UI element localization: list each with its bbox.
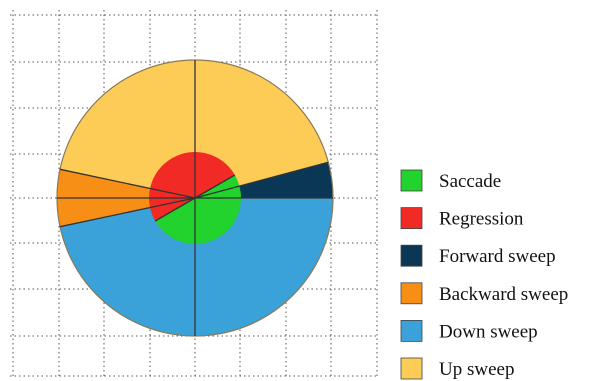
- legend-label-up-sweep: Up sweep: [439, 359, 514, 380]
- legend-swatch-up-sweep: [400, 357, 423, 380]
- legend-label-forward-sweep: Forward sweep: [439, 246, 556, 267]
- legend-label-saccade: Saccade: [439, 171, 501, 192]
- legend-swatch-regression: [400, 207, 423, 230]
- legend-swatch-down-sweep: [400, 319, 423, 342]
- legend-swatch-forward-sweep: [400, 244, 423, 267]
- inner-divider: [154, 174, 236, 222]
- legend-swatch-backward-sweep: [400, 282, 423, 305]
- inner-sector-saccade: [155, 175, 241, 244]
- legend-label-regression: Regression: [439, 209, 524, 230]
- legend-swatch-saccade: [400, 169, 423, 192]
- legend-label-backward-sweep: Backward sweep: [439, 284, 568, 305]
- sector-divider: [194, 161, 329, 199]
- legend-label-down-sweep: Down sweep: [439, 321, 538, 342]
- sector-divider: [59, 168, 196, 199]
- legend: Saccade Regression Forward sweep Backward s…: [400, 169, 568, 380]
- sector-divider: [59, 197, 196, 228]
- axes: [57, 60, 333, 336]
